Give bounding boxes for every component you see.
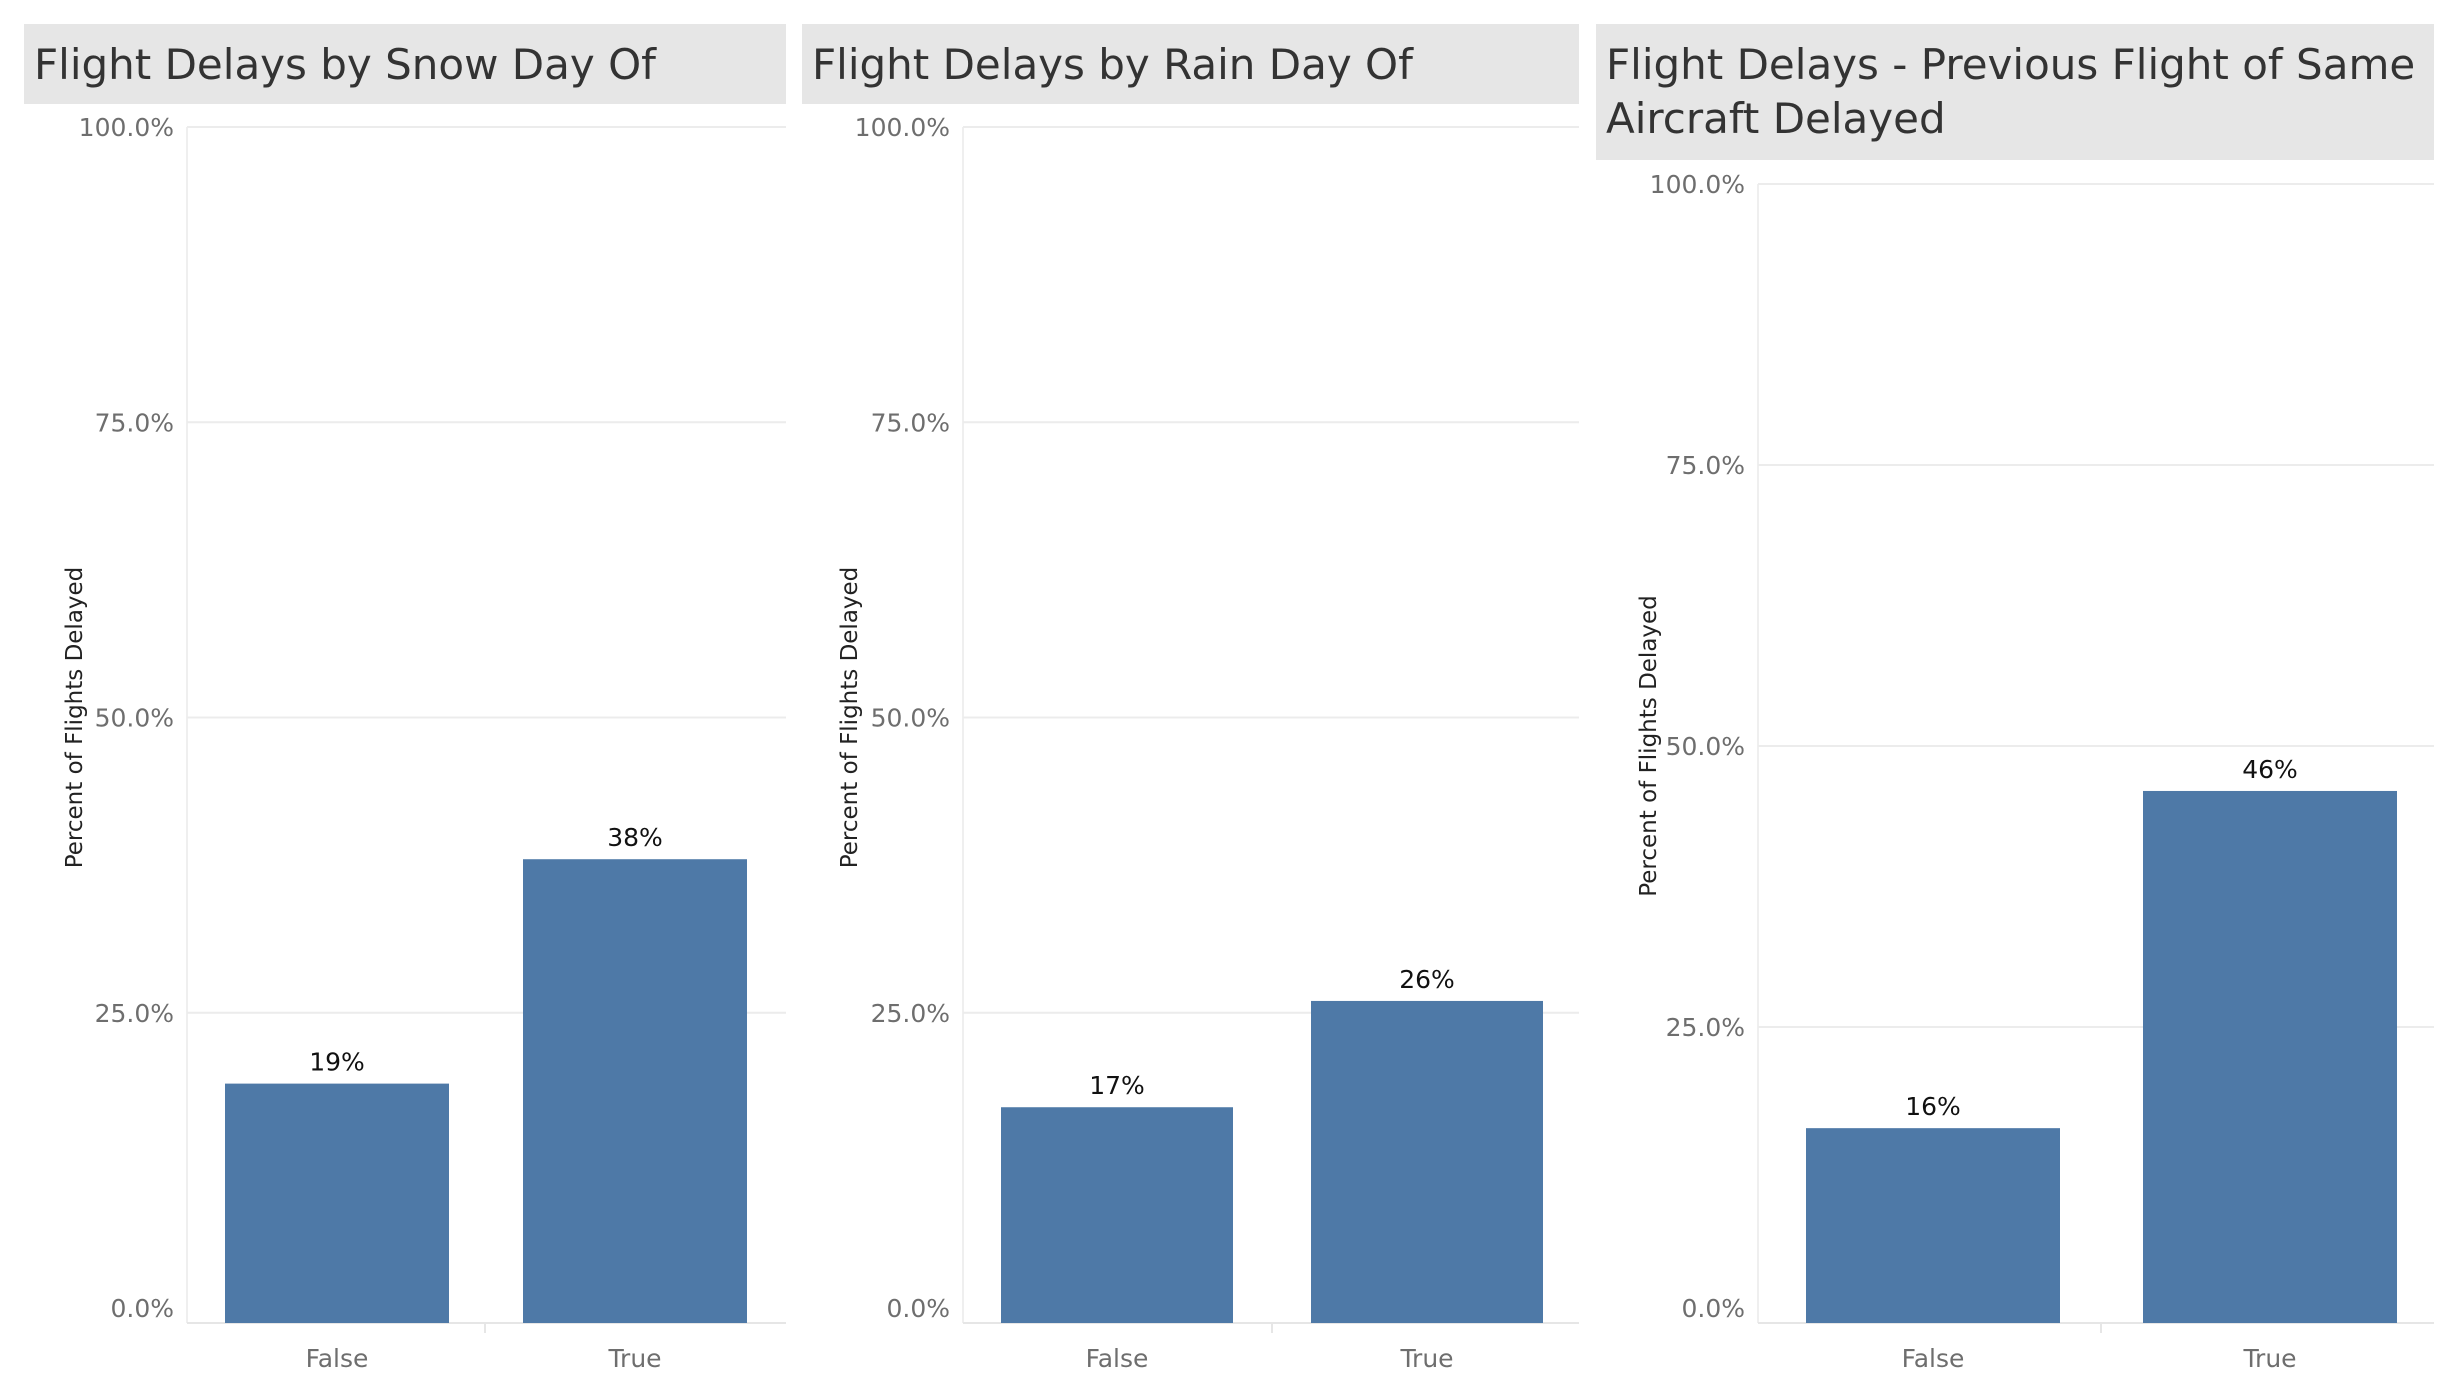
y-tick-label: 75.0% (871, 408, 950, 437)
y-tick-label: 100.0% (1650, 170, 1745, 199)
bar-false[interactable] (1001, 1107, 1233, 1323)
chart-title: Flight Delays by Snow Day Of (34, 40, 656, 89)
y-tick-label: 50.0% (95, 704, 174, 733)
panel-header: Flight Delays - Previous Flight of Same … (1596, 24, 2434, 160)
y-tick-label: 0.0% (886, 1294, 950, 1323)
bar-value-label: 38% (607, 823, 663, 852)
bar-value-label: 46% (2242, 755, 2298, 784)
y-tick-label: 25.0% (95, 999, 174, 1028)
chart-panel-previous-flight: Flight Delays - Previous Flight of Same … (1596, 0, 2434, 1386)
x-category-label: True (607, 1344, 661, 1373)
bar-false[interactable] (225, 1083, 449, 1323)
y-tick-label: 25.0% (871, 999, 950, 1028)
chart-title: Flight Delays by Rain Day Of (812, 40, 1413, 89)
bar-chart-snow: 0.0% 25.0% 50.0% 75.0% 100.0% 19% False 38% True… (62, 113, 786, 1373)
bar-chart-rain: 0.0% 25.0% 50.0% 75.0% 100.0% 17% False 26% True… (837, 113, 1579, 1373)
y-tick-label: 50.0% (871, 704, 950, 733)
chart-panel-rain: Flight Delays by Rain Day Of 0.0% 25.0% 50… (802, 0, 1579, 1386)
y-tick-label: 0.0% (1681, 1294, 1745, 1323)
y-axis-title: Percent of Flights Delayed (1636, 595, 1662, 897)
y-tick-label: 100.0% (855, 113, 950, 142)
bar-value-label: 19% (309, 1048, 365, 1077)
chart-panel-snow: Flight Delays by Snow Day Of 0.0% 25.0% 50… (24, 0, 786, 1386)
bar-value-label: 16% (1905, 1092, 1961, 1121)
y-tick-label: 0.0% (110, 1294, 174, 1323)
x-category-label: False (1902, 1344, 1965, 1373)
bar-false[interactable] (1806, 1128, 2060, 1323)
panel-header: Flight Delays by Snow Day Of (24, 24, 786, 104)
bar-value-label: 17% (1089, 1071, 1145, 1100)
bar-true[interactable] (2143, 790, 2397, 1323)
bar-true[interactable] (523, 859, 747, 1323)
bar-true[interactable] (1311, 1000, 1543, 1323)
y-tick-label: 75.0% (1666, 451, 1745, 480)
x-category-label: True (1399, 1344, 1453, 1373)
bar-chart-previous-flight: 0.0% 25.0% 50.0% 75.0% 100.0% 16% False 46% True… (1636, 170, 2434, 1373)
y-axis-title: Percent of Flights Delayed (62, 567, 88, 869)
y-tick-label: 75.0% (95, 408, 174, 437)
x-category-label: False (306, 1344, 369, 1373)
x-category-label: True (2242, 1344, 2296, 1373)
bar-value-label: 26% (1399, 965, 1455, 994)
panel-header: Flight Delays by Rain Day Of (802, 24, 1579, 104)
y-tick-label: 50.0% (1666, 732, 1745, 761)
y-tick-label: 25.0% (1666, 1013, 1745, 1042)
x-category-label: False (1086, 1344, 1149, 1373)
y-axis-title: Percent of Flights Delayed (837, 567, 863, 869)
y-tick-label: 100.0% (79, 113, 174, 142)
chart-title: Flight Delays - Previous Flight of Same … (1606, 40, 2416, 143)
